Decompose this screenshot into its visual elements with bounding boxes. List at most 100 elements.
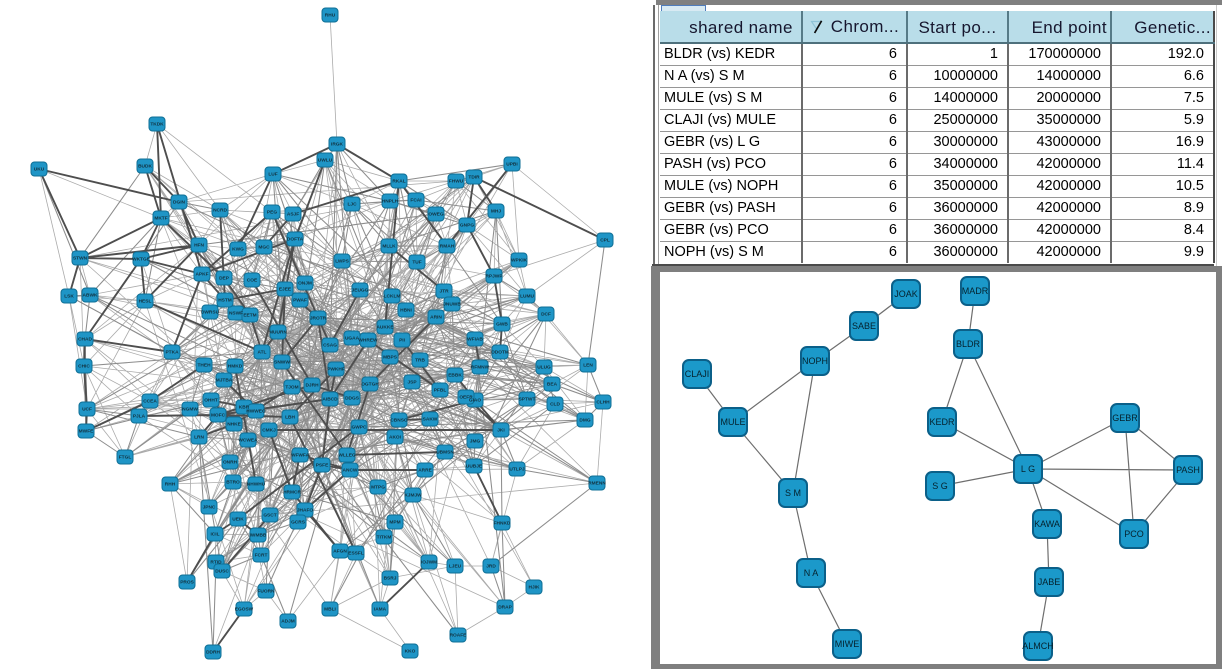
svg-text:DOFTA: DOFTA — [287, 237, 304, 243]
svg-text:RKAL: RKAL — [392, 179, 405, 185]
svg-text:LJEU: LJEU — [449, 564, 462, 570]
svg-text:NCRD: NCRD — [213, 208, 227, 214]
svg-text:JMG: JMG — [470, 439, 481, 445]
svg-text:ULUG: ULUG — [537, 365, 551, 371]
svg-text:WPKIK: WPKIK — [511, 258, 528, 264]
svg-text:ARRE: ARRE — [418, 468, 432, 474]
svg-text:MKTF: MKTF — [154, 216, 167, 222]
svg-text:ARIN: ARIN — [430, 315, 442, 321]
svg-text:PEG: PEG — [267, 210, 277, 216]
svg-text:IRGK: IRGK — [331, 142, 344, 148]
svg-text:TRB: TRB — [415, 358, 425, 364]
svg-text:UTLPJ: UTLPJ — [509, 467, 525, 473]
svg-text:JROTR: JROTR — [310, 316, 327, 322]
svg-text:RHH: RHH — [165, 482, 176, 488]
svg-text:ADJM: ADJM — [281, 619, 295, 625]
svg-text:DUSC: DUSC — [215, 569, 229, 575]
svg-text:DEP: DEP — [219, 276, 230, 282]
svg-text:ABWK: ABWK — [83, 293, 98, 299]
svg-text:TUF: TUF — [412, 260, 421, 266]
svg-text:JHAFO: JHAFO — [297, 508, 314, 514]
svg-text:TJOM: TJOM — [285, 385, 298, 391]
svg-text:JTR: JTR — [439, 289, 449, 295]
svg-text:AFGN: AFGN — [333, 549, 347, 555]
svg-text:UUBJE: UUBJE — [466, 464, 483, 470]
svg-text:KAWA: KAWA — [1034, 519, 1060, 529]
svg-text:LUMU: LUMU — [520, 294, 534, 300]
svg-text:BUDK: BUDK — [138, 164, 152, 170]
svg-text:RMAH: RMAH — [440, 244, 455, 250]
svg-text:BEA: BEA — [547, 382, 558, 388]
svg-text:HMKD: HMKD — [228, 364, 243, 370]
svg-text:GWB: GWB — [496, 322, 508, 328]
svg-text:HFN: HFN — [194, 243, 204, 249]
svg-text:JABE: JABE — [1038, 577, 1061, 587]
svg-text:FHWU: FHWU — [449, 179, 464, 185]
svg-text:N A: N A — [804, 568, 819, 578]
svg-text:ANCW: ANCW — [343, 468, 358, 474]
svg-text:GSCT: GSCT — [263, 513, 276, 519]
svg-text:KEDR: KEDR — [929, 417, 955, 427]
svg-text:CBNSO: CBNSO — [390, 418, 408, 424]
svg-text:PCO: PCO — [1124, 529, 1144, 539]
svg-text:MADR: MADR — [962, 286, 989, 296]
svg-text:HBNI: HBNI — [400, 308, 412, 314]
svg-text:KBR: KBR — [239, 405, 250, 411]
svg-text:JOAK: JOAK — [894, 289, 918, 299]
svg-text:BTRO: BTRO — [226, 480, 240, 486]
svg-text:PII: PII — [399, 338, 406, 344]
svg-text:SAKW: SAKW — [423, 417, 438, 423]
svg-text:TDIR: TDIR — [468, 175, 480, 181]
svg-text:MULE: MULE — [720, 417, 745, 427]
svg-text:LJC: LJC — [347, 202, 357, 208]
svg-text:MJTBA: MJTBA — [216, 378, 233, 384]
svg-text:UWLU: UWLU — [318, 158, 333, 164]
svg-text:WCWEA: WCWEA — [238, 438, 258, 444]
svg-text:GCRS: GCRS — [291, 520, 306, 526]
svg-text:LBH: LBH — [285, 415, 295, 421]
svg-text:RFMNW: RFMNW — [471, 365, 490, 371]
svg-text:GEBR: GEBR — [1112, 413, 1138, 423]
svg-text:COE: COE — [247, 278, 258, 284]
svg-text:DMG: DMG — [579, 418, 590, 424]
svg-text:UEIK: UEIK — [232, 517, 244, 523]
svg-text:CHAD: CHAD — [78, 337, 92, 343]
svg-text:RHU: RHU — [325, 13, 336, 19]
svg-text:ATL: ATL — [258, 350, 267, 356]
svg-text:PTKA: PTKA — [165, 350, 179, 356]
svg-text:ICIL: ICIL — [210, 532, 219, 538]
svg-text:ALMCH: ALMCH — [1022, 641, 1054, 651]
svg-text:JNUWB: JNUWB — [443, 302, 461, 308]
svg-text:FCAI: FCAI — [410, 198, 422, 204]
svg-text:HJIK: HJIK — [529, 585, 540, 591]
svg-text:ODOTM: ODOTM — [491, 350, 509, 356]
svg-text:WKTGE: WKTGE — [132, 257, 151, 263]
svg-text:LSK: LSK — [64, 294, 74, 300]
svg-text:WHREW: WHREW — [358, 338, 378, 344]
svg-text:IOJWM: IOJWM — [421, 560, 437, 566]
svg-text:S G: S G — [932, 481, 948, 491]
svg-text:APKF: APKF — [195, 272, 208, 278]
svg-text:RTID: RTID — [210, 560, 222, 566]
svg-text:EJEE: EJEE — [279, 287, 292, 293]
svg-text:DGIN: DGIN — [173, 200, 186, 206]
svg-text:BSRJ: BSRJ — [384, 576, 397, 582]
svg-text:EBBK: EBBK — [448, 373, 462, 379]
svg-text:S M: S M — [785, 488, 801, 498]
svg-text:MOFC: MOFC — [211, 413, 226, 419]
svg-text:CMKJ: CMKJ — [262, 428, 276, 434]
svg-text:CSAG: CSAG — [323, 343, 337, 349]
svg-text:MHJ: MHJ — [491, 209, 501, 215]
svg-text:NHWHU: NHWHU — [247, 482, 266, 488]
svg-text:MGC: MGC — [258, 245, 270, 251]
svg-text:WFIAB: WFIAB — [467, 337, 483, 343]
svg-text:TKDK: TKDK — [150, 122, 164, 128]
svg-text:LUF: LUF — [268, 172, 277, 178]
svg-text:SNWW: SNWW — [274, 360, 290, 366]
svg-text:FUORN: FUORN — [257, 589, 275, 595]
svg-text:TITKM: TITKM — [377, 535, 392, 541]
svg-text:PSFE: PSFE — [316, 463, 329, 469]
svg-text:RPJWP: RPJWP — [485, 274, 503, 280]
svg-text:BLDR: BLDR — [956, 339, 981, 349]
svg-text:WFWFA: WFWFA — [291, 453, 310, 459]
